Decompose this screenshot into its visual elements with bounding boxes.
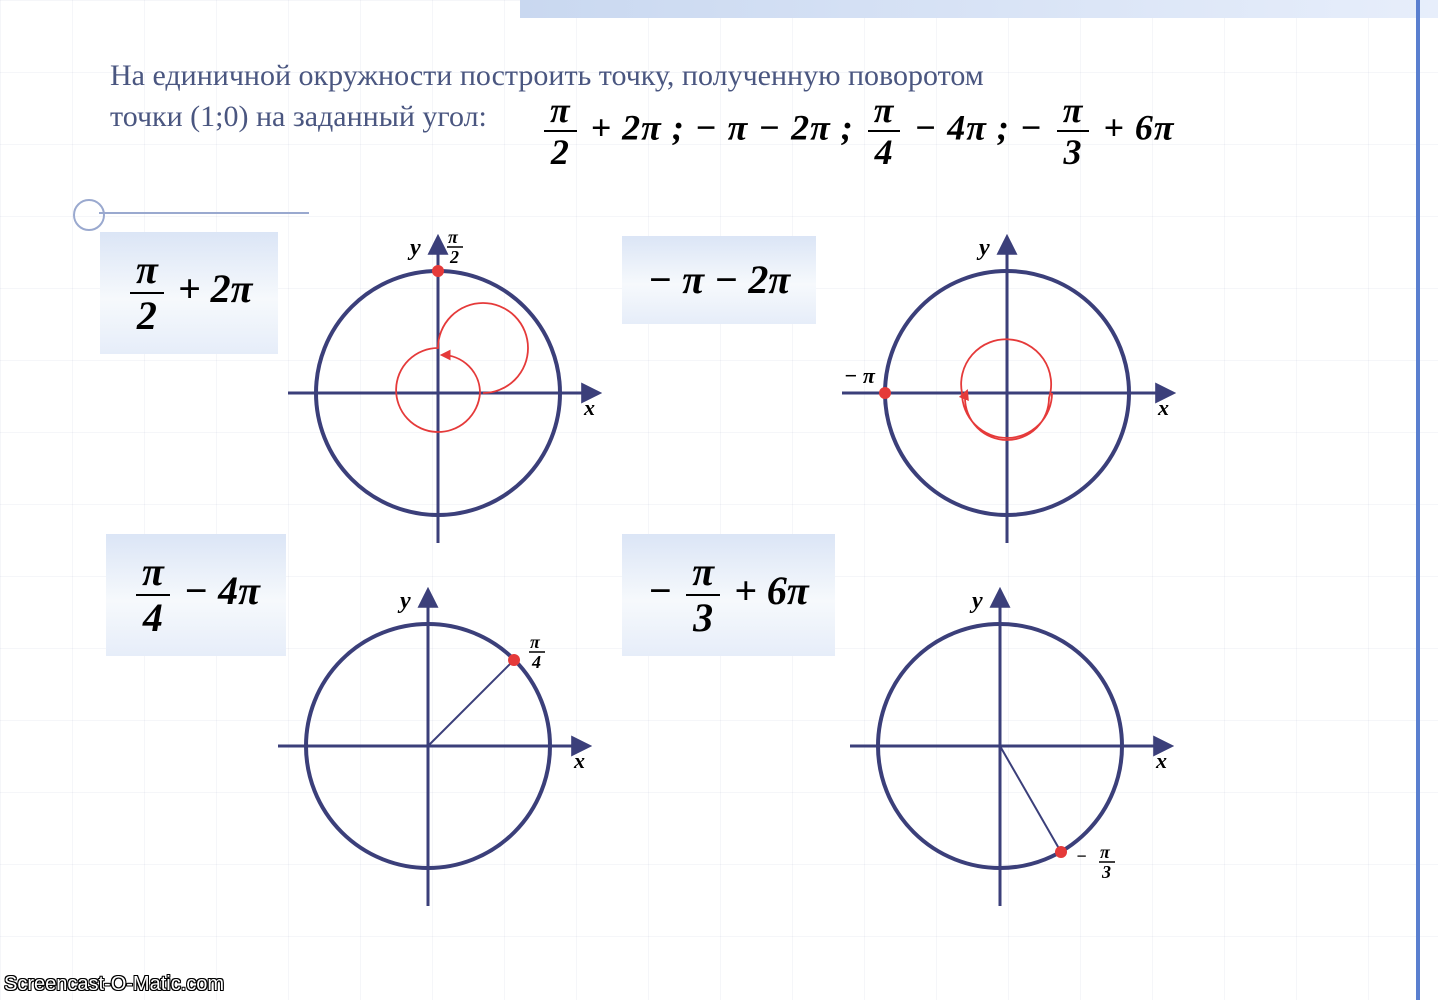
point-label-prefix: − xyxy=(1076,846,1087,866)
unit-circle-chart-4: x y − π 3 xyxy=(850,586,1180,926)
right-vertical-stripe xyxy=(1416,0,1420,1000)
result-point xyxy=(879,387,891,399)
slide-decor-ring xyxy=(73,199,105,231)
point-label: − π xyxy=(844,363,876,388)
label4-fraction: π 3 xyxy=(686,552,720,638)
angle-label-box-1: π 2 + 2π xyxy=(100,232,278,354)
point-label-num: π xyxy=(1100,842,1111,862)
slide-decor-underline xyxy=(99,212,309,214)
result-point xyxy=(432,265,444,277)
y-axis-label: y xyxy=(397,588,411,614)
title-line-2: точки (1;0) на заданный угол: xyxy=(110,100,487,133)
result-point xyxy=(508,654,520,666)
angle1-fraction: π 2 xyxy=(544,92,577,170)
rotation-spiral xyxy=(396,303,528,432)
x-axis-label: x xyxy=(573,748,585,773)
y-axis-label: y xyxy=(976,235,990,261)
x-axis-label: x xyxy=(1157,395,1169,420)
y-axis-label: y xyxy=(969,588,983,614)
unit-circle-chart-2: x y − π xyxy=(852,233,1182,553)
angles-expression-list: π 2 + 2π ; − π − 2π ; π 4 − 4π ; − π 3 +… xyxy=(540,92,1175,170)
angle-label-box-4: − π 3 + 6π xyxy=(622,534,835,656)
label1-fraction: π 2 xyxy=(130,250,164,336)
point-label-den: 4 xyxy=(531,652,541,672)
unit-circle-chart-3: x y π 4 xyxy=(278,586,598,926)
point-label-num: π xyxy=(448,227,459,247)
y-axis-label: y xyxy=(407,235,421,261)
result-point xyxy=(1055,846,1067,858)
x-axis-label: x xyxy=(1155,748,1167,773)
unit-circle-chart-1: x y π 2 xyxy=(288,233,608,553)
point-label-den: 3 xyxy=(1101,862,1111,882)
x-axis-label: x xyxy=(583,395,595,420)
point-label-num: π xyxy=(530,632,541,652)
point-label-den: 2 xyxy=(449,247,459,267)
title-line-1: На единичной окружности построить точку,… xyxy=(110,59,984,92)
top-banner xyxy=(520,0,1438,18)
watermark-text: Screencast-O-Matic.com xyxy=(4,973,224,996)
radius-line xyxy=(1000,746,1061,852)
angle-label-box-3: π 4 − 4π xyxy=(106,534,286,656)
angle3-fraction: π 4 xyxy=(868,92,901,170)
angle-label-box-2: − π − 2π xyxy=(622,236,816,324)
label3-fraction: π 4 xyxy=(136,552,170,638)
angle4-fraction: π 3 xyxy=(1057,92,1090,170)
radius-line xyxy=(428,660,514,746)
